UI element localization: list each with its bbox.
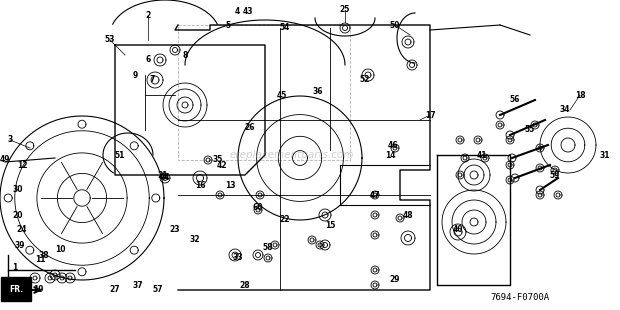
Text: 21: 21: [157, 170, 168, 179]
Text: 2: 2: [145, 11, 151, 20]
Text: 59: 59: [550, 170, 560, 179]
Text: 20: 20: [13, 210, 24, 219]
Text: 17: 17: [425, 110, 435, 119]
Text: 23: 23: [170, 225, 180, 234]
Text: 33: 33: [232, 254, 243, 263]
Text: 5: 5: [226, 20, 231, 29]
Text: 28: 28: [240, 281, 250, 290]
Text: 14: 14: [385, 150, 396, 160]
Text: 32: 32: [190, 236, 200, 245]
Text: FR.: FR.: [9, 285, 23, 294]
Text: 35: 35: [213, 156, 223, 165]
Text: 24: 24: [17, 225, 27, 234]
Text: 10: 10: [55, 246, 65, 255]
Text: 50: 50: [390, 20, 400, 29]
Text: 18: 18: [575, 91, 585, 100]
Text: 44: 44: [160, 174, 171, 183]
Text: 9: 9: [133, 70, 138, 79]
Text: 7: 7: [149, 76, 154, 85]
Text: 15: 15: [325, 220, 335, 229]
Text: 29: 29: [390, 276, 401, 285]
Text: 43: 43: [243, 7, 253, 16]
Text: 60: 60: [253, 203, 264, 212]
Text: 47: 47: [370, 191, 380, 200]
Text: 30: 30: [13, 185, 24, 194]
Text: 12: 12: [17, 161, 27, 170]
Text: 25: 25: [340, 6, 350, 15]
Text: 51: 51: [115, 150, 125, 160]
Text: 7694-F0700A: 7694-F0700A: [490, 293, 549, 302]
Text: ereplacementparts.com: ereplacementparts.com: [229, 150, 353, 160]
Text: 31: 31: [600, 150, 610, 160]
Text: 26: 26: [245, 123, 255, 132]
Text: 38: 38: [38, 250, 50, 259]
Text: 13: 13: [224, 180, 235, 189]
Text: 53: 53: [105, 36, 115, 45]
Text: 54: 54: [280, 24, 290, 33]
Text: 42: 42: [217, 161, 228, 170]
Text: 36: 36: [312, 87, 323, 96]
Text: 3: 3: [7, 135, 12, 144]
Text: 40: 40: [453, 225, 463, 234]
Text: 4: 4: [234, 7, 239, 16]
Text: 57: 57: [153, 286, 163, 294]
Text: 6: 6: [145, 55, 151, 64]
Text: 46: 46: [388, 140, 398, 149]
Text: 39: 39: [15, 241, 25, 250]
Text: 37: 37: [133, 281, 143, 290]
Text: 52: 52: [360, 76, 370, 85]
Text: 58: 58: [263, 243, 273, 253]
Text: 48: 48: [402, 210, 414, 219]
Text: 41: 41: [477, 150, 487, 160]
Text: 45: 45: [277, 91, 287, 100]
Text: 55: 55: [525, 126, 535, 135]
Text: 1: 1: [12, 264, 17, 272]
Text: 27: 27: [110, 286, 120, 294]
Text: 22: 22: [280, 215, 290, 224]
Text: 16: 16: [195, 180, 205, 189]
Text: 49: 49: [0, 156, 11, 165]
Text: 8: 8: [182, 51, 188, 60]
Text: 19: 19: [33, 286, 43, 294]
Text: 34: 34: [560, 105, 570, 114]
Text: 11: 11: [35, 255, 45, 264]
Text: 56: 56: [510, 95, 520, 104]
